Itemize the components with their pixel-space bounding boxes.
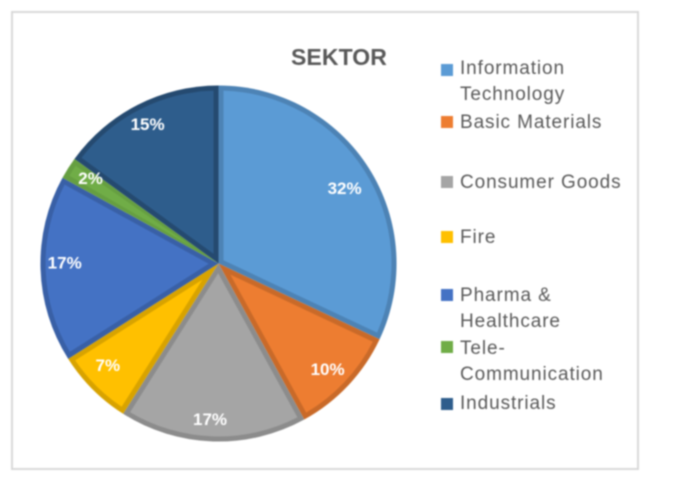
svg-text:17%: 17%	[193, 410, 227, 429]
svg-text:2%: 2%	[78, 169, 103, 188]
svg-text:7%: 7%	[96, 356, 121, 375]
svg-text:32%: 32%	[328, 179, 362, 198]
svg-text:17%: 17%	[48, 253, 82, 272]
svg-text:10%: 10%	[311, 360, 345, 379]
svg-text:15%: 15%	[131, 115, 165, 134]
